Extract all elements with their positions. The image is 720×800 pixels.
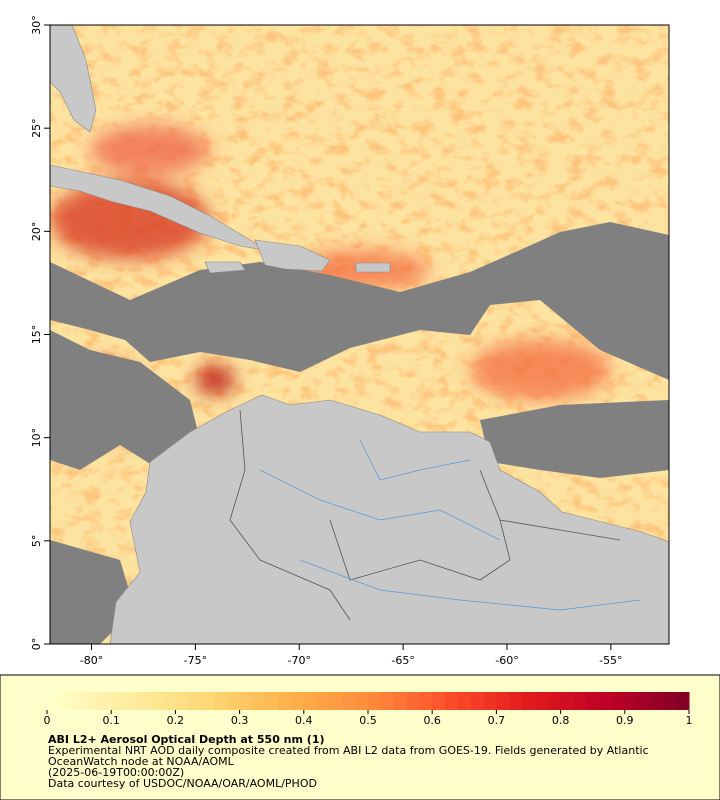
colorbar-swatch [149, 692, 164, 710]
colorbar-swatch [188, 692, 202, 710]
colorbar-swatch [201, 692, 215, 710]
colorbar-swatch [226, 692, 241, 710]
colorbar-tick-label: 0.2 [167, 714, 185, 727]
borders [229, 409, 621, 621]
colorbar-tick-label: 0.7 [488, 714, 506, 727]
caption-line: Experimental NRT AOD daily composite cre… [48, 744, 649, 757]
colorbar-swatch [72, 692, 87, 710]
colorbar-swatch [547, 692, 562, 710]
colorbar-swatch [136, 692, 151, 710]
colorbar-swatch [303, 692, 318, 710]
axes: -80° -75° -70° -65° -60° -55° 0° 5° 10° 15° 20° 25°… [30, 15, 623, 667]
colorbar-swatch [265, 692, 279, 710]
colorbar-swatch [624, 692, 639, 710]
cloud-mask [50, 330, 200, 470]
y-tick-label: 10° [30, 428, 43, 448]
colorbar-swatch [278, 692, 292, 710]
colorbar-swatch [611, 692, 626, 710]
colorbar-swatch [560, 692, 574, 710]
colorbar-swatch [534, 692, 549, 710]
colorbar-swatch [509, 692, 523, 710]
y-tick-label: 5° [30, 535, 43, 548]
caption-title: ABI L2+ Aerosol Optical Depth at 550 nm … [48, 733, 325, 746]
colorbar-swatch [85, 692, 99, 710]
colorbar-tick-label: 0.5 [359, 714, 377, 727]
colorbar-tick-label: 0.8 [552, 714, 570, 727]
y-tick-label: 25° [30, 118, 43, 138]
caption-line: OceanWatch node at NOAA/AOML [48, 755, 235, 768]
colorbar-swatch [213, 692, 228, 710]
colorbar-swatch [329, 692, 343, 710]
colorbar-swatch [47, 692, 61, 710]
colorbar-tick-label: 0.9 [616, 714, 634, 727]
colorbar-swatch [124, 692, 138, 710]
colorbar-swatch [573, 692, 587, 710]
cloud-mask [480, 400, 669, 478]
colorbar-swatch [239, 692, 253, 710]
map-area [50, 25, 669, 644]
colorbar-swatch [496, 692, 510, 710]
colorbar-swatch [393, 692, 408, 710]
colorbar-swatch [650, 692, 664, 710]
colorbar-swatch [663, 692, 677, 710]
colorbar-tick-label: 0.4 [295, 714, 313, 727]
colorbar-swatch [457, 692, 472, 710]
colorbar-swatch [483, 692, 497, 710]
rivers [259, 439, 641, 611]
colorbar-swatch [419, 692, 433, 710]
y-tick-label: 0° [30, 638, 43, 651]
x-tick-label: -55° [599, 654, 622, 667]
colorbar-swatch [252, 692, 266, 710]
caption-line: Data courtesy of USDOC/NOAA/OAR/AOML/PHO… [48, 777, 317, 790]
colorbar-swatch [290, 692, 305, 710]
colorbar-tick-label: 0.6 [423, 714, 441, 727]
colorbar-swatch [522, 692, 536, 710]
colorbar-tick-label: 0.3 [231, 714, 249, 727]
colorbar-swatch [637, 692, 651, 710]
land [50, 25, 669, 644]
colorbar-swatch [432, 692, 446, 710]
colorbar: 0 0.1 0.2 0.3 0.4 0.5 0.6 0.7 0.8 0.9 1 [44, 692, 693, 727]
x-tick-label: -65° [391, 654, 414, 667]
x-tick-label: -60° [495, 654, 518, 667]
y-tick-label: 30° [30, 15, 43, 35]
x-tick-label: -70° [288, 654, 311, 667]
colorbar-tick-label: 0.1 [102, 714, 120, 727]
colorbar-swatch [445, 692, 459, 710]
colorbar-swatch [111, 692, 125, 710]
cloud-mask [50, 222, 669, 380]
colorbar-swatch [470, 692, 485, 710]
colorbar-swatch [586, 692, 600, 710]
colorbar-swatch [59, 692, 74, 710]
colorbar-swatch [98, 692, 112, 710]
caption-line: (2025-06-19T00:00:00Z) [48, 766, 184, 779]
y-tick-label: 20° [30, 222, 43, 242]
colorbar-swatch [342, 692, 356, 710]
colorbar-swatch [162, 692, 176, 710]
colorbar-tick-label: 1 [686, 714, 693, 727]
x-tick-label: -80° [80, 654, 103, 667]
colorbar-swatch [175, 692, 189, 710]
colorbar-swatch [599, 692, 613, 710]
colorbar-swatch [380, 692, 395, 710]
colorbar-swatch [406, 692, 420, 710]
colorbar-tick-label: 0 [44, 714, 51, 727]
colorbar-swatch [676, 692, 690, 710]
colorbar-swatch [316, 692, 330, 710]
x-tick-label: -75° [184, 654, 207, 667]
colorbar-swatch [368, 692, 382, 710]
y-tick-label: 15° [30, 325, 43, 345]
colorbar-swatch [355, 692, 369, 710]
